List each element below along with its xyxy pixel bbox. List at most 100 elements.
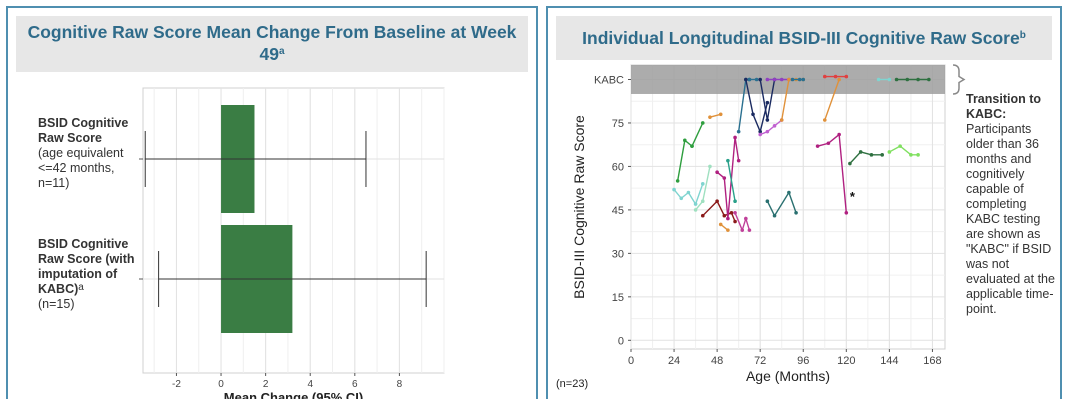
series-point: [826, 141, 831, 146]
x-tick-label: 6: [352, 379, 358, 390]
left-panel-title: Cognitive Raw Score Mean Change From Bas…: [16, 16, 528, 72]
series-point: [733, 219, 737, 224]
series-point: [744, 216, 748, 221]
x-tick-label: 72: [754, 355, 766, 367]
series-point: [754, 77, 759, 82]
series-point: [700, 199, 705, 204]
left-title-superscript: a: [278, 46, 285, 57]
series-point: [772, 124, 777, 128]
kabc-bracket: [952, 64, 966, 95]
note-bold: Transition to KABC:: [966, 92, 1041, 121]
series-point: [927, 77, 931, 82]
series-point: [815, 144, 820, 148]
row-label-2: BSID Cognitive Raw Score (with imputatio…: [38, 237, 148, 312]
x-tick-label: 168: [923, 355, 941, 367]
series-point: [679, 196, 684, 201]
series-line: [691, 122, 704, 147]
x-tick-label: 96: [797, 355, 809, 367]
series-point: [726, 158, 730, 163]
series-point: [905, 77, 910, 82]
series-point: [715, 199, 719, 204]
x-tick-label: -2: [172, 379, 181, 390]
series-line: [745, 79, 769, 134]
series-point: [683, 138, 687, 143]
series-point: [837, 132, 841, 137]
forest-bar-chart: -2 0 2 4 6 8 Mean Change (95% CI): [139, 87, 445, 399]
series-point: [744, 77, 748, 82]
series-point: [790, 77, 795, 82]
series-point: [909, 153, 913, 157]
plot-area: [630, 64, 946, 350]
series-line: [759, 119, 783, 136]
left-title-text: Cognitive Raw Score Mean Change From Bas…: [27, 22, 517, 64]
series-point: [758, 77, 762, 82]
series-point: [797, 77, 802, 82]
series-point: [718, 112, 723, 117]
series-line: [709, 113, 721, 118]
series-point: [801, 77, 806, 82]
row-label-2-rest: (n=15): [38, 297, 75, 311]
x-tick-label: 0: [218, 379, 224, 390]
row-label-2-bold: BSID Cognitive Raw Score (with imputatio…: [38, 237, 135, 296]
series-point: [765, 199, 770, 204]
x-tick-label: 48: [711, 355, 723, 367]
series-point: [916, 153, 920, 157]
series-point: [758, 129, 762, 134]
series-point: [787, 77, 791, 82]
series-point: [733, 199, 737, 204]
y-tick-label: 0: [618, 335, 624, 347]
series-line: [727, 160, 736, 202]
x-tick-label: 8: [397, 379, 403, 390]
series-point: [765, 77, 770, 82]
row-label-1-rest: (age equivalent <=42 months, n=11): [38, 146, 124, 190]
series-point: [787, 190, 791, 195]
x-axis-title: Mean Change (95% CI): [224, 390, 363, 399]
series-point: [844, 74, 849, 79]
series-point: [736, 158, 741, 163]
y-tick-label: 75: [612, 118, 624, 130]
longitudinal-line-chart: 0 24 48 72 96 120 144 168 0 15 30 45 60 75 KABC * Age (M…: [571, 64, 966, 384]
y-axis-title: BSID-III Cognitive Raw Score: [571, 115, 587, 299]
row-label-1: BSID Cognitive Raw Score (age equivalent…: [38, 116, 148, 191]
series-point: [833, 74, 838, 79]
series-line: [849, 151, 883, 165]
series-point: [822, 118, 827, 122]
series-point: [726, 228, 730, 232]
series-point: [765, 100, 770, 105]
series-point: [675, 179, 680, 183]
series-point: [729, 210, 734, 215]
series-point: [726, 216, 730, 221]
series-point: [672, 187, 676, 192]
series-point: [693, 208, 698, 212]
row-label-2-superscript: a: [78, 282, 84, 293]
series-point: [772, 213, 777, 218]
series-point: [686, 190, 691, 195]
right-panel: Individual Longitudinal BSID-III Cogniti…: [546, 6, 1062, 399]
plot-area: [142, 87, 445, 374]
series-point: [848, 161, 852, 166]
right-title-superscript: b: [1019, 30, 1026, 41]
series-line: [766, 190, 797, 218]
series-point: [733, 135, 737, 140]
y-tick-label: 60: [612, 161, 624, 173]
series-point: [779, 77, 784, 82]
sample-size-label: (n=23): [556, 378, 589, 390]
series-point: [708, 115, 712, 119]
series-point: [779, 118, 784, 122]
series-point: [837, 77, 841, 82]
y-tick-label: 45: [612, 205, 624, 217]
series-point: [887, 150, 892, 154]
series-point: [916, 77, 920, 82]
x-axis-title: Age (Months): [746, 368, 830, 384]
series-point: [858, 150, 863, 154]
x-tick-label: 120: [837, 355, 855, 367]
series-point: [740, 228, 745, 232]
x-tick-label: 144: [880, 355, 898, 367]
series-line: [889, 145, 919, 156]
row-label-1-bold: BSID Cognitive Raw Score: [38, 116, 129, 145]
series-point: [718, 222, 723, 227]
series-point: [751, 112, 755, 117]
series-point: [822, 74, 827, 79]
series-point: [844, 210, 849, 215]
x-tick-label: 4: [307, 379, 313, 390]
